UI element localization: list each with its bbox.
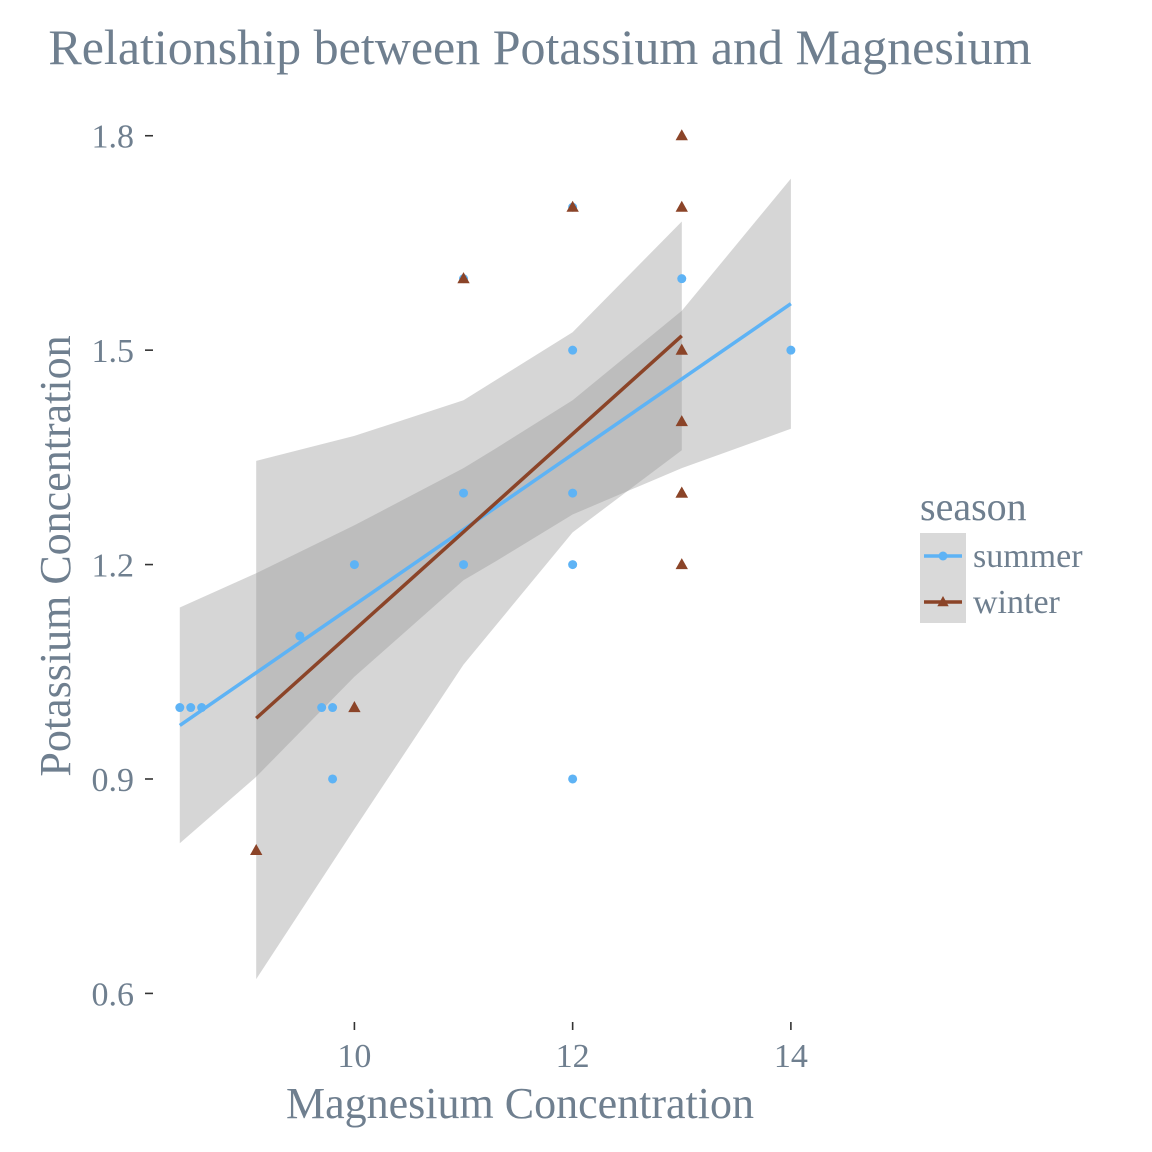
point-winter-7 <box>675 415 688 427</box>
point-summer-5 <box>328 703 338 713</box>
legend-marker-summer <box>938 551 948 561</box>
legend: season summer winter <box>920 484 1083 623</box>
trend-line-winter <box>255 334 683 720</box>
point-winter-5 <box>675 200 688 212</box>
x-axis-title: Magnesium Concentration <box>286 1079 754 1128</box>
point-summer-6 <box>328 774 338 784</box>
point-summer-14 <box>568 560 578 570</box>
point-summer-0 <box>175 703 185 713</box>
y-axis-title: Potassium Concentration <box>31 335 80 776</box>
point-winter-6 <box>675 343 688 355</box>
y-tick-label-1.2: 1.2 <box>92 548 135 585</box>
point-summer-15 <box>568 774 578 784</box>
point-winter-1 <box>348 701 361 713</box>
point-summer-9 <box>459 560 469 570</box>
y-tick-label-1.5: 1.5 <box>92 333 135 370</box>
y-tick-label-0.9: 0.9 <box>92 762 135 799</box>
x-tick-label-14: 14 <box>774 1038 808 1075</box>
legend-marker-winter <box>937 596 949 607</box>
legend-entry-winter: winter <box>924 584 1061 621</box>
legend-key-background <box>920 533 966 623</box>
point-winter-0 <box>250 843 263 856</box>
confidence-band-winter <box>256 221 682 980</box>
legend-label-winter: winter <box>973 584 1061 621</box>
point-summer-1 <box>186 703 196 713</box>
legend-entry-summer: summer <box>924 538 1083 575</box>
point-summer-13 <box>568 488 578 498</box>
point-winter-9 <box>675 486 688 498</box>
point-summer-16 <box>677 274 687 284</box>
point-winter-3 <box>566 200 579 212</box>
point-summer-3 <box>295 631 305 641</box>
point-winter-2 <box>457 272 470 284</box>
point-summer-12 <box>568 345 578 355</box>
y-tick-label-1.8: 1.8 <box>92 119 135 156</box>
x-tick-label-12: 12 <box>556 1038 590 1075</box>
trend-lines <box>178 302 792 727</box>
legend-title: season <box>920 484 1027 529</box>
data-points <box>175 129 796 856</box>
point-winter-10 <box>675 558 688 570</box>
confidence-bands <box>179 178 791 980</box>
point-summer-2 <box>197 703 207 713</box>
x-tick-label-10: 10 <box>337 1038 371 1075</box>
y-tick-label-0.6: 0.6 <box>92 976 135 1013</box>
point-summer-4 <box>317 703 327 713</box>
x-axis: 10 12 14 <box>337 1022 808 1075</box>
point-winter-4 <box>675 129 688 141</box>
chart-title: Relationship between Potassium and Magne… <box>48 19 1031 75</box>
point-summer-8 <box>459 488 469 498</box>
point-summer-17 <box>786 345 796 355</box>
point-summer-7 <box>349 560 359 570</box>
legend-label-summer: summer <box>973 538 1083 575</box>
y-axis: 0.6 0.9 1.2 1.5 1.8 <box>92 119 153 1013</box>
